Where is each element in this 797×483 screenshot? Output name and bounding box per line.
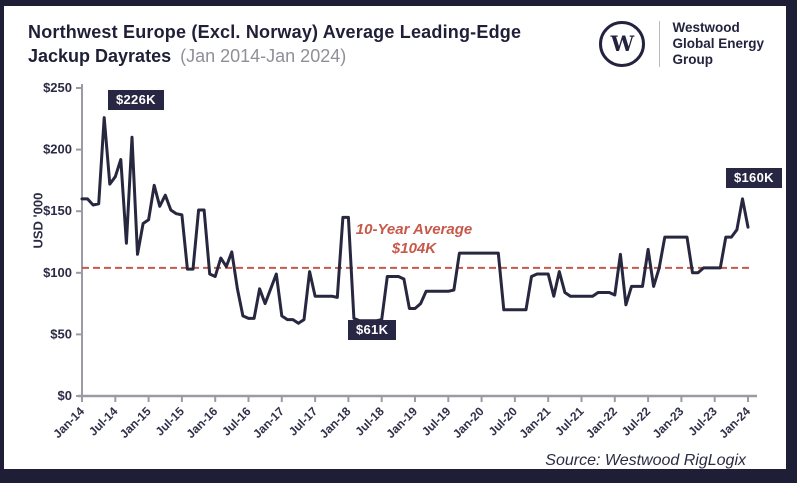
x-tick-label: Jul-19 <box>419 404 454 439</box>
y-tick-label: $100 <box>43 265 72 280</box>
average-line-label-value: $104K <box>391 240 437 257</box>
logo-company-line3: Group <box>672 52 713 67</box>
logo-company-line2: Global Energy <box>672 36 764 51</box>
x-tick-label: Jul-22 <box>619 404 654 439</box>
x-tick-label: Jul-21 <box>552 404 587 439</box>
annotation-61k: $61K <box>348 320 397 340</box>
title-period: (Jan 2014-Jan 2024) <box>180 46 347 66</box>
x-tick-label: Jan-17 <box>250 404 287 441</box>
y-tick-label: $200 <box>43 142 72 157</box>
x-tick-label: Jul-16 <box>219 404 254 439</box>
logo-company-name: Westwood Global Energy Group <box>672 20 764 68</box>
x-tick-label: Jan-22 <box>583 404 620 441</box>
x-tick-label: Jan-20 <box>450 404 487 441</box>
logo-monogram: W <box>610 30 635 56</box>
x-tick-label: Jan-14 <box>50 404 87 441</box>
dayrate-series-line <box>80 116 750 325</box>
x-tick-label: Jul-18 <box>352 404 387 439</box>
x-tick-label: Jan-21 <box>517 404 554 441</box>
x-tick-label: Jul-23 <box>685 404 720 439</box>
title-line-1: Northwest Europe (Excl. Norway) Average … <box>28 22 522 42</box>
logo-company-line1: Westwood <box>672 20 740 35</box>
average-line-label-text: 10-Year Average <box>355 221 473 238</box>
y-tick-label: $250 <box>43 80 72 95</box>
x-tick-label: Jan-24 <box>716 404 753 441</box>
y-tick-label: $0 <box>58 388 72 403</box>
logo-divider <box>659 21 661 67</box>
x-tick-label: Jan-23 <box>650 404 687 441</box>
annotation-226k: $226K <box>108 90 164 110</box>
x-tick-label: Jul-17 <box>286 404 321 439</box>
dayrates-line-chart: $0$50$100$150$200$250Jan-14Jul-14Jan-15J… <box>43 80 757 441</box>
x-tick-label: Jan-19 <box>383 404 420 441</box>
x-tick-label: Jul-14 <box>86 404 121 439</box>
x-tick-label: Jan-15 <box>117 404 154 441</box>
x-tick-label: Jan-18 <box>317 404 354 441</box>
title-line-2-bold: Jackup Dayrates <box>28 46 172 66</box>
page-title: Northwest Europe (Excl. Norway) Average … <box>28 20 588 68</box>
x-tick-label: Jul-15 <box>153 404 188 439</box>
source-credit: Source: Westwood RigLogix <box>545 452 746 469</box>
westwood-logo-icon: W <box>599 21 646 67</box>
westwood-logo: W Westwood Global Energy Group <box>599 20 764 68</box>
title-line-2: Jackup Dayrates (Jan 2014-Jan 2024) <box>28 44 588 68</box>
x-tick-label: Jan-16 <box>184 404 221 441</box>
y-tick-label: $50 <box>50 326 72 341</box>
y-tick-label: $150 <box>43 203 72 218</box>
chart-canvas: Northwest Europe (Excl. Norway) Average … <box>4 6 786 469</box>
annotation-160k: $160K <box>726 168 782 188</box>
average-line-label: 10-Year Average $104K <box>334 220 494 258</box>
x-tick-label: Jul-20 <box>486 404 521 439</box>
